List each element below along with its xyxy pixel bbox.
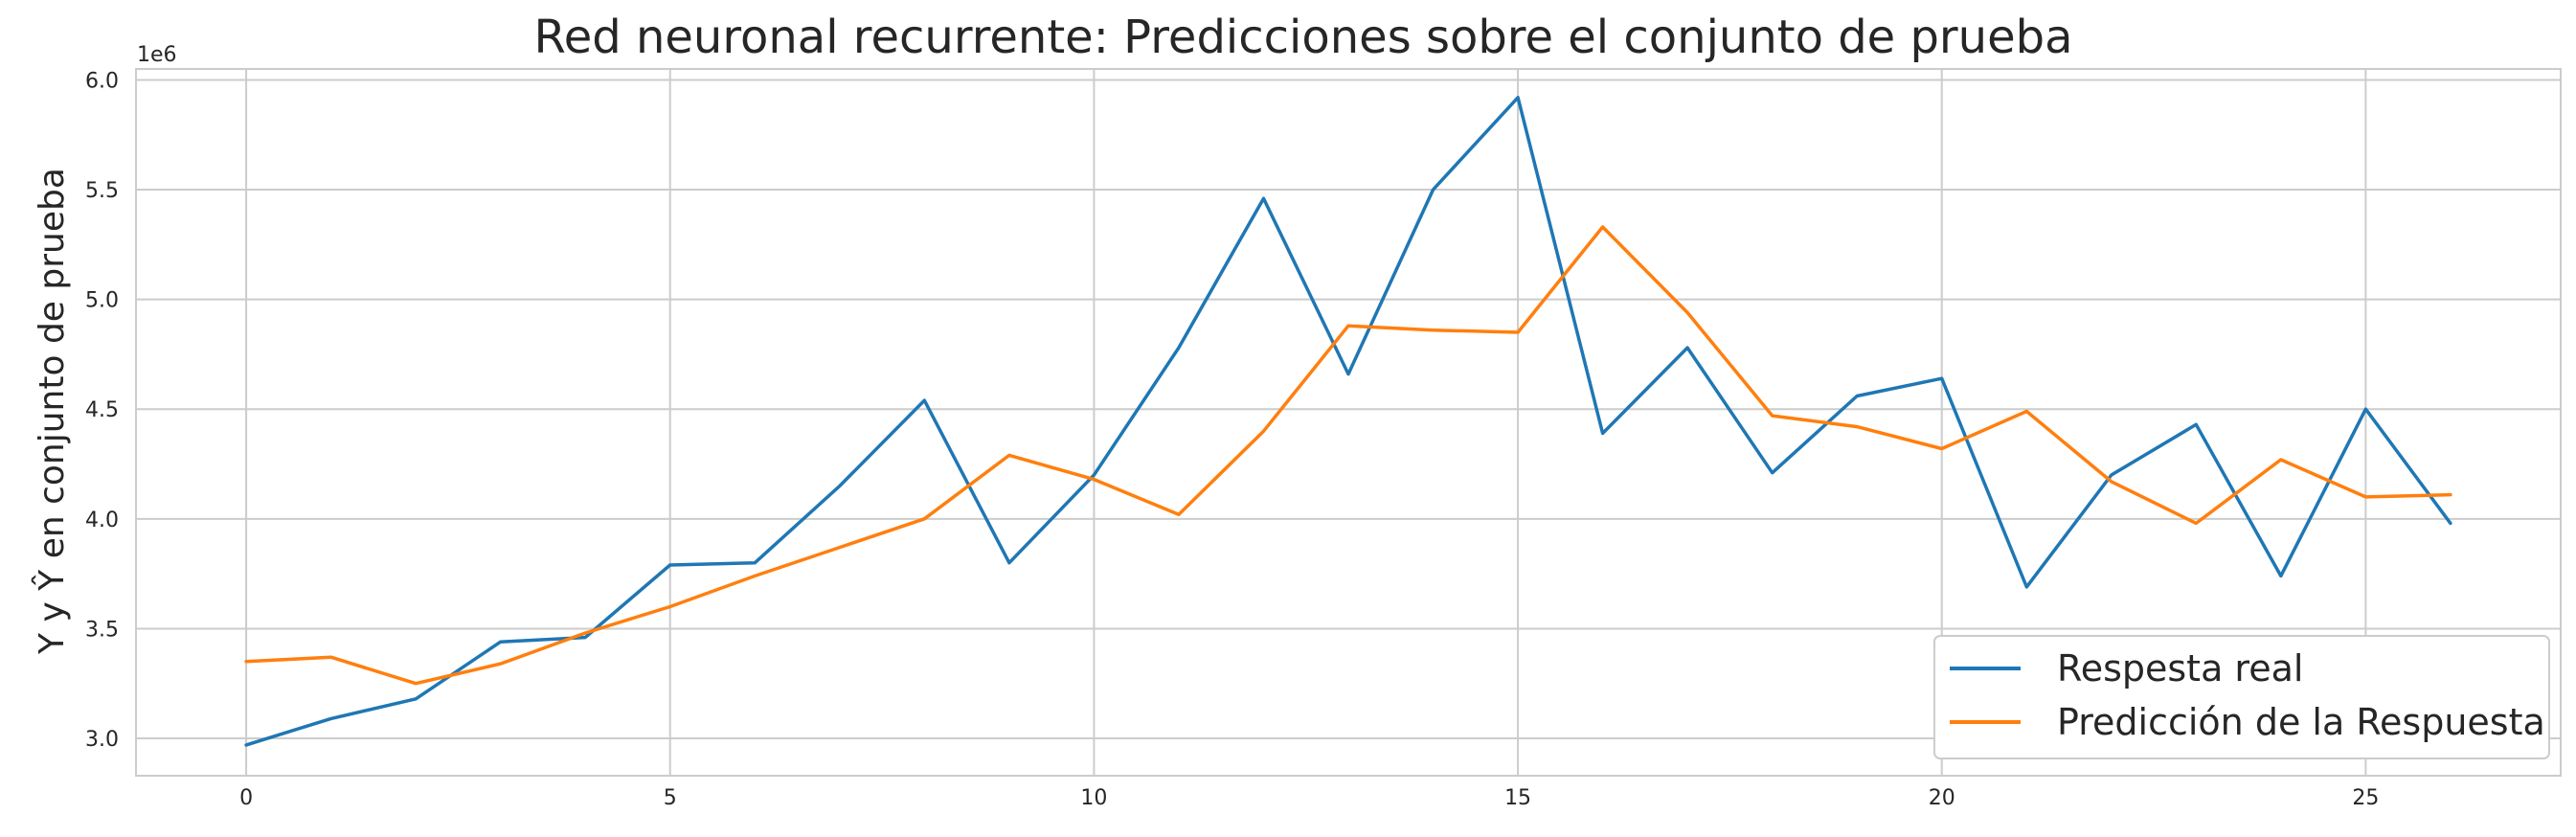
y-tick-label: 5.5	[85, 179, 119, 203]
y-tick-label: 3.5	[85, 618, 119, 642]
y-tick-label: 3.0	[85, 728, 119, 752]
legend-box	[1933, 635, 2550, 759]
legend: Respesta real Predicción de la Respuesta	[1933, 635, 2550, 759]
y-tick-label: 6.0	[85, 69, 119, 93]
y-axis-label: Y y Ŷ en conjunto de prueba	[31, 168, 72, 655]
x-tick-label: 15	[1504, 786, 1531, 810]
y-tick-label: 5.0	[85, 289, 119, 313]
x-tick-label: 0	[239, 786, 253, 810]
series-line-2	[244, 225, 2452, 686]
x-tick-label: 20	[1929, 786, 1955, 810]
y-axis-offset-label: 1e6	[137, 43, 177, 67]
x-tick-label: 25	[2352, 786, 2379, 810]
y-tick-label: 4.5	[85, 398, 119, 422]
legend-label-2: Predicción de la Respuesta	[2057, 701, 2545, 743]
x-tick-label: 5	[664, 786, 677, 810]
x-tick-label: 10	[1080, 786, 1107, 810]
series-line-1	[244, 96, 2452, 747]
chart-title: Red neuronal recurrente: Predicciones so…	[534, 11, 2073, 64]
y-tick-label: 4.0	[85, 509, 119, 532]
legend-label-1: Respesta real	[2057, 647, 2303, 690]
plot-area: 0 5 10 15 20 25 3.0 3.5 4.0 4.5 5.0 5.5 6.0	[85, 68, 2562, 810]
